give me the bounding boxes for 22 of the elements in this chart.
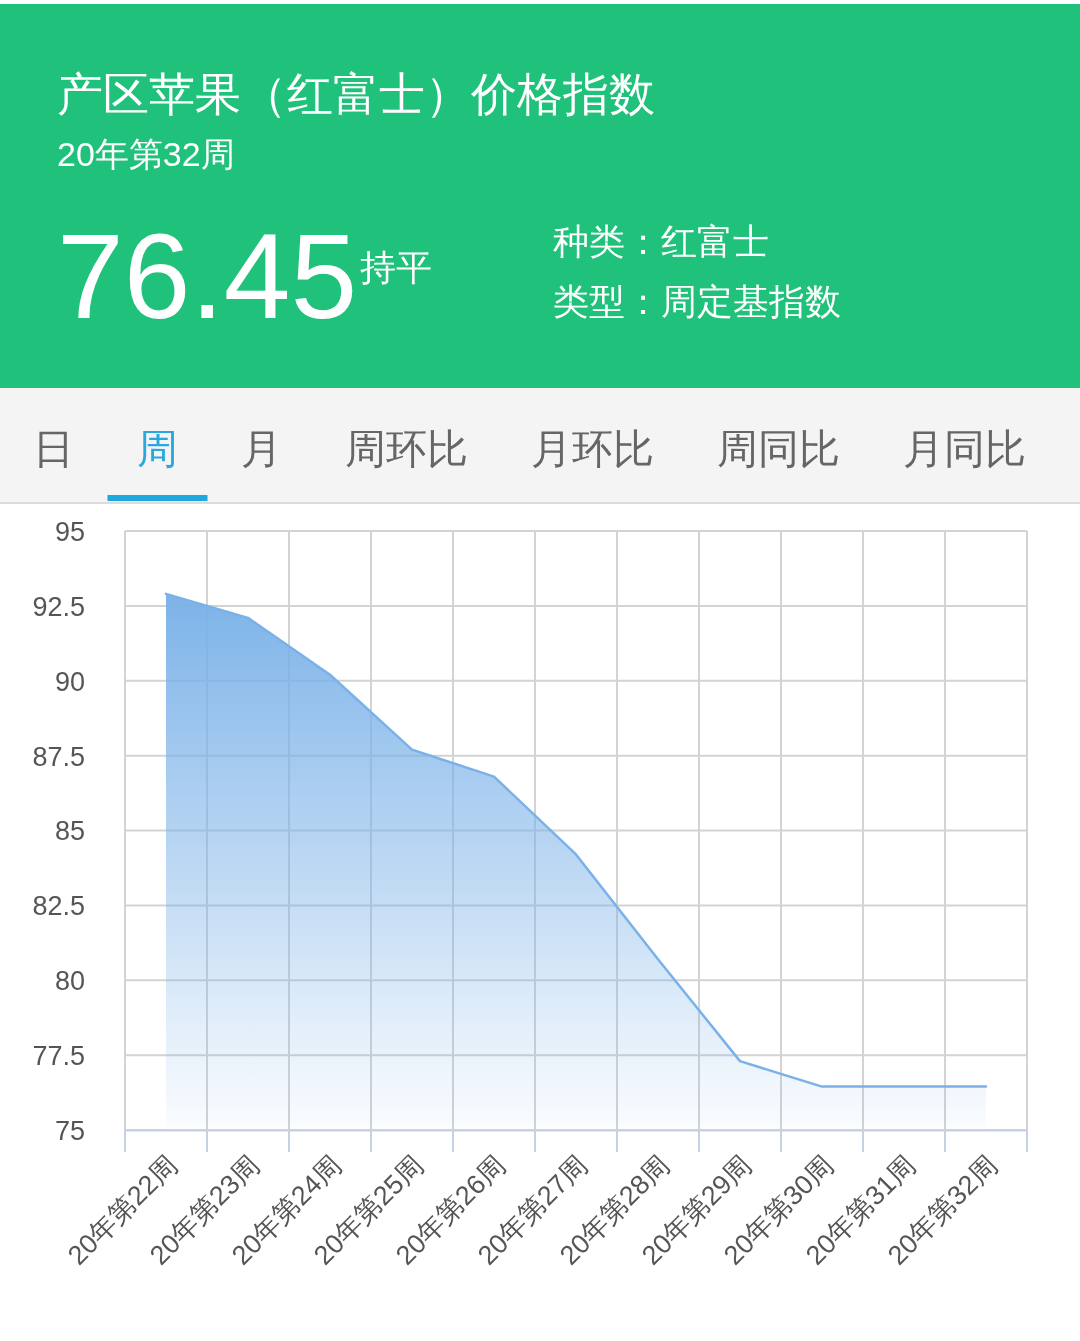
y-tick-label: 90	[54, 666, 85, 697]
y-tick-label: 82.5	[32, 891, 85, 922]
y-tick-label: 85	[54, 816, 85, 847]
text: 周环比	[345, 426, 468, 472]
chart-title: 产区苹果（红富士）价格指数	[57, 68, 655, 120]
y-tick-label: 75	[54, 1115, 85, 1146]
text: 周	[137, 426, 178, 472]
y-tick-label: 80	[54, 966, 85, 997]
text: 持平	[360, 247, 432, 288]
text: 月	[241, 426, 282, 472]
text: 周同比	[717, 426, 840, 472]
y-tick-label: 87.5	[32, 741, 85, 772]
text: 类型：周定基指数	[553, 281, 841, 322]
chart-subtitle: 20年第32周	[57, 135, 235, 173]
y-tick-label: 95	[54, 516, 85, 547]
text: 76.45	[57, 209, 358, 343]
text: 月同比	[903, 426, 1026, 472]
y-tick-label: 92.5	[32, 591, 85, 622]
text: 月环比	[531, 426, 654, 472]
y-tick-label: 77.5	[32, 1041, 85, 1072]
text: 日	[33, 426, 74, 472]
text: 种类：红富士	[553, 221, 769, 262]
